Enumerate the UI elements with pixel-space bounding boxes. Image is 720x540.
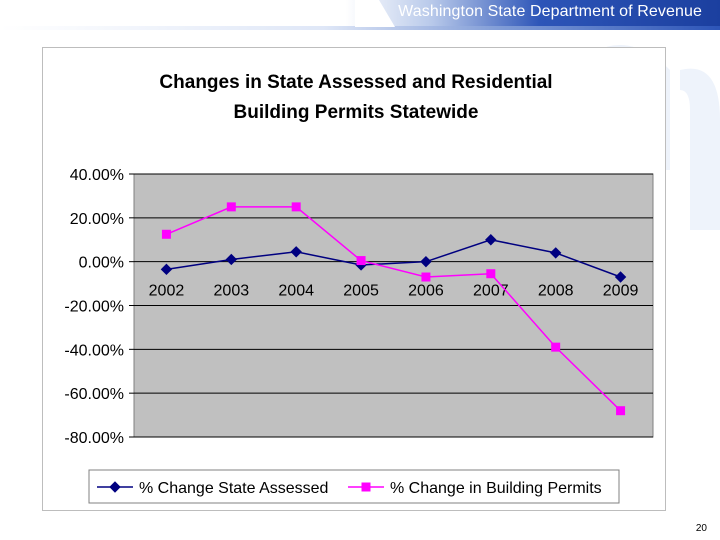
chart-title-line-2: Building Permits Statewide (234, 102, 479, 123)
series-line-1 (166, 238, 621, 278)
series-line-2 (166, 206, 622, 412)
series-point-square (616, 406, 626, 416)
series-point-square (226, 202, 236, 212)
x-axis: 2002 2003 2004 2005 2006 2007 2008 2009 (149, 283, 639, 300)
page-number: 20 (695, 523, 707, 534)
series-point-square (486, 269, 496, 279)
x-tick-label: 2006 (408, 283, 444, 300)
legend-label: % Change State Assessed (139, 480, 328, 497)
x-tick-label: 2007 (473, 283, 509, 300)
y-tick-label: -40.00% (64, 342, 124, 359)
header-title: Washington State Department of Revenue (398, 3, 702, 20)
y-tick-label: 40.00% (70, 167, 124, 184)
series-point-square (361, 482, 371, 492)
x-tick-label: 2003 (214, 283, 250, 300)
x-tick-label: 2002 (149, 283, 185, 300)
series-point-square (421, 272, 431, 282)
series-point-diamond (290, 246, 302, 258)
series-point-diamond (614, 271, 627, 283)
series-point-square (551, 342, 561, 352)
series-point-square (291, 202, 301, 212)
series-layer (160, 202, 627, 416)
legend-label: % Change in Building Permits (390, 480, 602, 497)
x-tick-label: 2008 (538, 283, 574, 300)
gridlines (134, 173, 653, 438)
chart: Changes in State Assessed and Residentia… (64, 72, 654, 504)
y-tick-label: 20.00% (70, 211, 124, 228)
series-point-diamond (109, 481, 121, 493)
series-point-diamond (485, 234, 497, 246)
y-tick-label: 0.00% (79, 255, 124, 272)
y-axis: 40.00% 20.00% 0.00% -20.00% -40.00% -60.00% -8… (64, 167, 134, 447)
y-tick-label: -60.00% (64, 386, 124, 403)
x-tick-label: 2009 (603, 283, 639, 300)
legend: % Change State Assessed % Change in Build… (97, 480, 602, 497)
series-point-diamond (420, 255, 432, 268)
chart-frame: Changes in State Assessed and Residentia… (42, 47, 666, 511)
x-tick-label: 2004 (278, 283, 314, 300)
y-tick-label: -80.00% (64, 430, 124, 447)
series-point-square (161, 229, 171, 239)
series-point-square (356, 256, 366, 266)
header-band (0, 26, 720, 30)
x-tick-label: 2005 (343, 283, 379, 300)
chart-title-line-1: Changes in State Assessed and Residentia… (159, 72, 552, 93)
series-point-diamond (160, 263, 173, 276)
y-tick-label: -20.00% (64, 299, 124, 316)
series-point-diamond (549, 247, 562, 259)
series-point-diamond (225, 253, 238, 266)
